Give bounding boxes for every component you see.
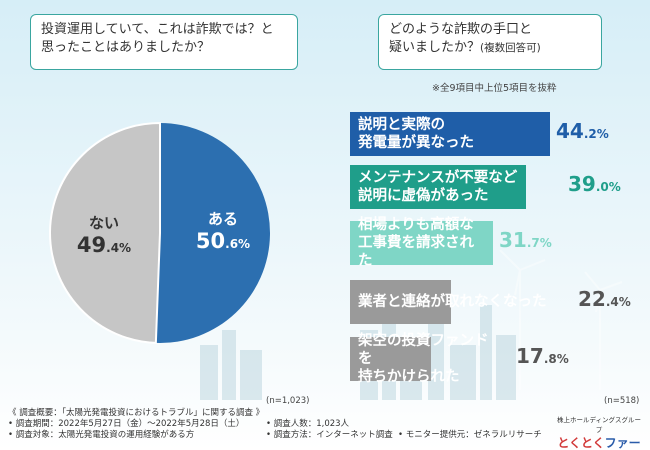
bar-n-label: (n=518): [604, 396, 640, 406]
pie-label-aru-value: 50: [195, 229, 226, 253]
bar-label-2: メンテナンスが不要など 説明に虚偽があった: [350, 165, 562, 209]
survey-footer: 《 調査概要：「太陽光発電投資におけるトラブル」に関する調査 》 • 調査期間：…: [8, 408, 642, 441]
bar-fill-3: [350, 221, 493, 265]
bar-value-1: 44.2%: [556, 119, 609, 143]
bar-value-4: 22.4%: [578, 287, 631, 311]
left-question-box: 投資運用していて、これは詐欺では？と 思ったことはありましたか？: [30, 14, 298, 70]
bar-label-line2: 発電量が異なった: [358, 135, 474, 151]
bar-label-line2: 説明に虚偽があった: [358, 188, 489, 204]
bar-label-line1: 架空の投資ファンドを: [358, 333, 489, 367]
pie-label-nai-decimal: .4%: [106, 241, 132, 255]
pie-slice-aru: [155, 122, 271, 343]
bar-value-3: 31.7%: [499, 228, 552, 252]
bar-label-line2: 持ちかけられた: [358, 369, 460, 385]
pie-label-nai: ない 49.4%: [64, 212, 144, 257]
bar-label-1: 説明と実際の発電量が異なった: [350, 112, 550, 156]
bar-fill-5: [350, 337, 431, 381]
bar-fill-4: [350, 280, 451, 324]
left-question-line1: 投資運用していて、これは詐欺では？と: [41, 22, 274, 37]
footer-method: • 調査方法：インターネット調査: [266, 430, 393, 440]
right-question-box: どのような詐欺の手口と 疑いましたか？(複数回答可): [378, 14, 602, 70]
bar-label-line2: 工事費を請求された: [358, 235, 474, 269]
right-question-note: (複数回答可): [480, 42, 541, 54]
logo-group-text: 株上ホールディングスグループ: [556, 416, 642, 434]
background-cityscape: [200, 250, 623, 400]
pie-label-nai-value: 49: [76, 233, 107, 257]
logo-brand-blue: ファーム: [604, 436, 641, 450]
pie-label-aru-decimal: .6%: [225, 237, 251, 251]
top5-note: ※全9項目中上位5項目を抜粋: [432, 83, 557, 94]
footer-title: 《 調査概要：「太陽光発電投資におけるトラブル」に関する調査 》: [8, 408, 265, 418]
bar-label-line1: 業者と連絡が取れなくなった: [358, 294, 547, 310]
bar-fill-1: [350, 112, 550, 156]
pie-slice-nai: [49, 121, 161, 344]
footer-count: • 調査人数：1,023人: [266, 419, 350, 429]
pie-label-aru: ある 50.6%: [178, 208, 268, 253]
footer-period: • 調査期間：2022年5月27日（金）～2022年5月28日（土）: [8, 419, 245, 429]
left-question-line2: 思ったことはありましたか？: [41, 40, 211, 55]
bar-value-2: 39.0%: [568, 172, 621, 196]
bar-label-3: 相場よりも高額な工事費を請求された: [350, 217, 493, 269]
brand-logo: 株上ホールディングスグループ とくとくファーム: [554, 414, 644, 450]
bar-label-line1: メンテナンスが不要など: [358, 170, 518, 186]
right-question-line2: 疑いましたか？: [389, 40, 481, 55]
bar-label-line1: 相場よりも高額な: [358, 217, 474, 233]
pie-label-aru-name: ある: [207, 210, 238, 228]
bar-label-line1: 説明と実際の: [358, 117, 445, 133]
pie-n-label: (n=1,023): [266, 396, 310, 406]
right-question-line1: どのような詐欺の手口と: [389, 22, 533, 37]
bar-label-4: 業者と連絡が取れなくなった: [350, 280, 572, 324]
footer-provider: • モニター提供元：ゼネラルリサーチ: [398, 430, 542, 440]
footer-target: • 調査対象：太陽光発電投資の運用経験がある方: [8, 430, 195, 440]
bar-label-5: 架空の投資ファンドを持ちかけられた: [350, 333, 510, 385]
logo-brand-red: とくとく: [557, 436, 605, 450]
pie-label-nai-name: ない: [88, 214, 119, 232]
bar-fill-2: [350, 165, 526, 209]
bar-value-5: 17.8%: [516, 344, 569, 368]
